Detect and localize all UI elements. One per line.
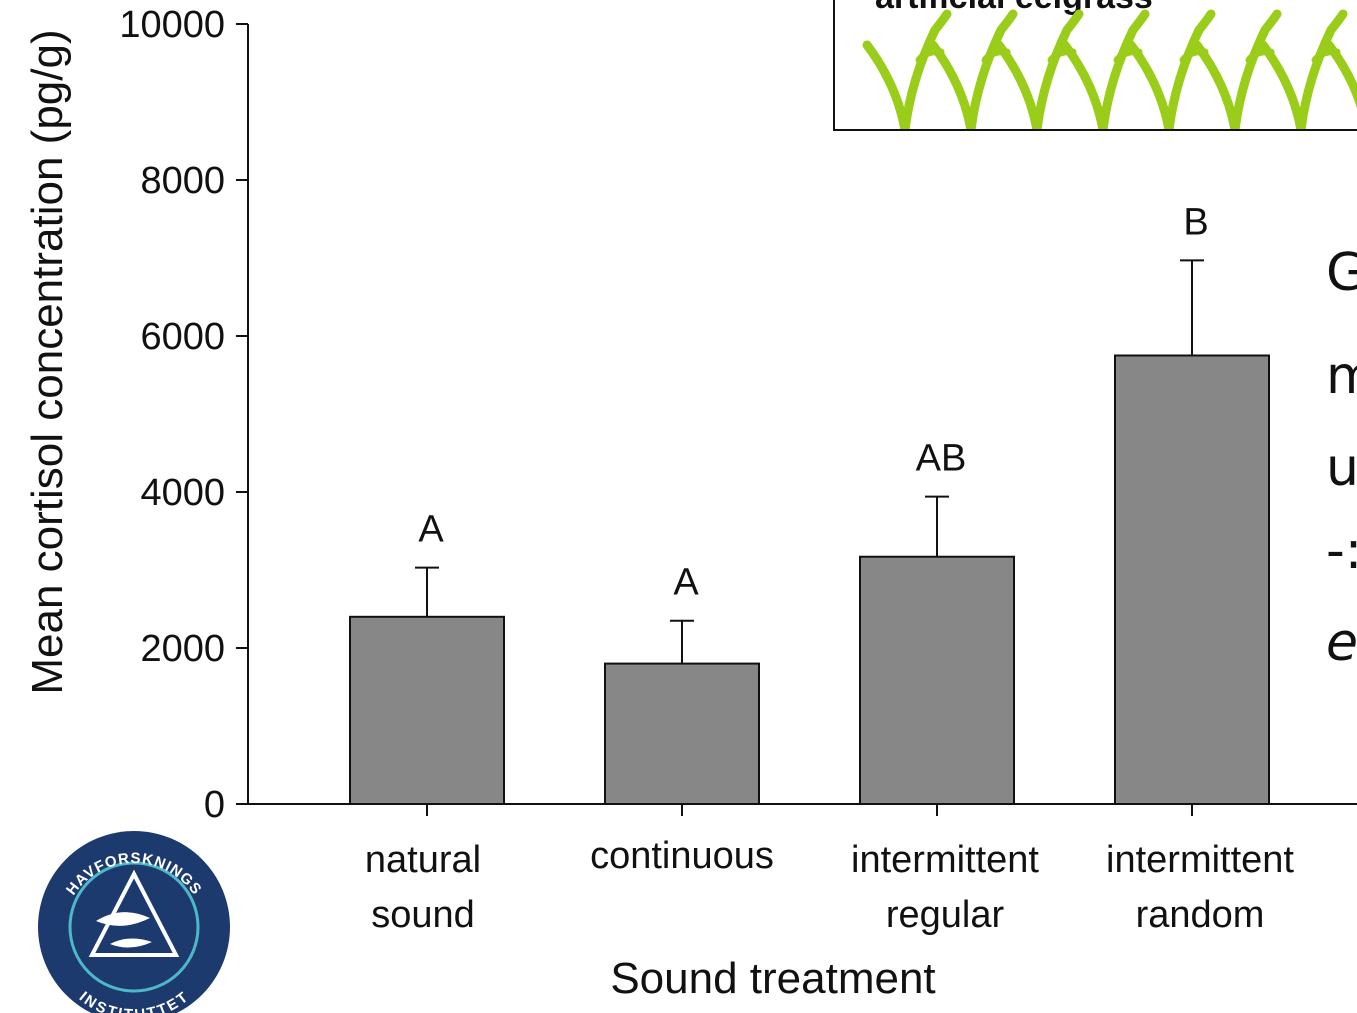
- side-text-fragment: m: [1326, 346, 1357, 406]
- significance-label: A: [673, 562, 699, 604]
- significance-label: AB: [916, 438, 967, 480]
- eelgrass-blade: [1258, 9, 1348, 129]
- x-tick-label: natural sound: [365, 839, 481, 936]
- category-labels: natural sound continuous intermittent regula…: [365, 804, 1294, 936]
- y-tick-label: 4000: [140, 472, 225, 514]
- x-axis-title: Sound treatment: [610, 954, 935, 1003]
- eelgrass-blade: [1324, 40, 1357, 109]
- y-axis-title: Mean cortisol concentration (pg/g): [23, 29, 72, 694]
- bar: [859, 555, 1015, 805]
- y-tick-label: 10000: [119, 4, 225, 46]
- bar: [604, 662, 760, 805]
- significance-label: B: [1183, 201, 1208, 243]
- eelgrass-illustration: [862, 9, 1357, 129]
- x-tick-label: intermittent regular: [851, 839, 1039, 936]
- eelgrass-blade: [1060, 9, 1150, 129]
- logo-fish-icon-small: [110, 938, 152, 948]
- eelgrass-blade: [1126, 9, 1216, 129]
- side-text-fragment: e: [1326, 613, 1357, 673]
- significance-label: A: [418, 509, 444, 551]
- bars: A A AB B: [349, 201, 1270, 805]
- side-text-fragment: -:: [1326, 521, 1357, 581]
- x-tick-label: continuous: [590, 835, 774, 877]
- institute-logo: HAVFORSKNINGS INSTITUTTET: [38, 831, 230, 1013]
- y-tick-label: 0: [204, 784, 225, 826]
- eelgrass-blade: [994, 9, 1084, 129]
- bar: [1114, 354, 1270, 805]
- y-tick-label: 8000: [140, 160, 225, 202]
- eelgrass-blade: [928, 9, 1018, 129]
- eelgrass-inset: artificial eelgrass: [833, 0, 1357, 131]
- bar: [349, 615, 505, 805]
- y-ticks: 0 2000 4000 6000 8000 10000: [119, 4, 248, 826]
- eelgrass-blade: [862, 9, 952, 129]
- x-tick-label: intermittent random: [1106, 839, 1294, 936]
- y-tick-label: 2000: [140, 628, 225, 670]
- side-text-fragment: G: [1326, 243, 1357, 303]
- side-text: Gmu -: e: [1326, 243, 1357, 673]
- y-tick-label: 6000: [140, 316, 225, 358]
- eelgrass-blade: [1192, 9, 1282, 129]
- logo-fish-icon: [96, 912, 150, 926]
- logo-inner-ring: [68, 861, 200, 993]
- side-text-fragment: u: [1326, 438, 1357, 498]
